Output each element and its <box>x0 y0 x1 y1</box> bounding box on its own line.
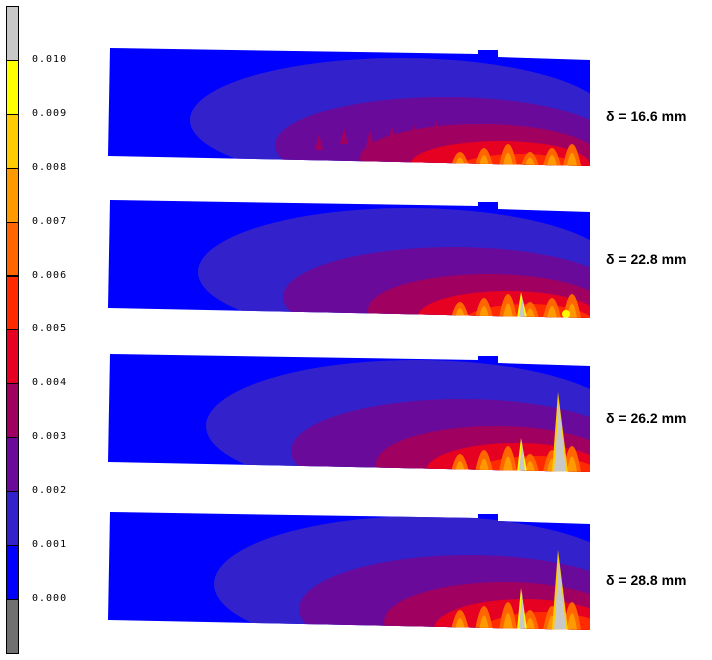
crack-flame-core <box>567 613 577 630</box>
crack-grey <box>519 296 525 318</box>
legend-tick-label: 0.010 <box>32 53 68 65</box>
small-crack <box>410 124 418 140</box>
contour-band <box>479 612 590 630</box>
crack-flame-core <box>525 461 535 472</box>
legend-tick-label: 0.007 <box>32 215 68 227</box>
strain-contours <box>190 58 590 166</box>
delta-label-3: δ = 26.2 mm <box>606 410 687 426</box>
crack-flame-core <box>479 615 489 630</box>
strain-panel-1 <box>100 40 600 180</box>
crack-flame-core <box>479 458 489 472</box>
strain-contours <box>214 516 590 630</box>
crack-flame-core <box>547 155 557 166</box>
small-crack <box>315 134 323 150</box>
crack-flame-core <box>503 303 513 318</box>
color-scale-legend: 0.010 0.009 0.008 0.007 0.006 0.005 0.004 0.003… <box>0 0 80 660</box>
legend-tick-label: 0.005 <box>32 323 68 335</box>
small-crack <box>366 130 374 146</box>
legend-color-swatch <box>6 221 19 277</box>
strain-contour-map <box>108 48 590 166</box>
crack-flame-core <box>547 306 557 318</box>
strain-contour-map <box>108 200 590 318</box>
legend-tick-label: 0.003 <box>32 431 68 443</box>
crack-grey <box>519 592 525 630</box>
delta-label-4: δ = 28.8 mm <box>606 572 687 588</box>
legend-tick-label: 0.008 <box>32 161 68 173</box>
legend-tick-label: 0.000 <box>32 592 68 604</box>
strain-contours <box>198 208 590 318</box>
legend-tick-label: 0.002 <box>32 485 68 497</box>
crack-grey <box>519 442 525 472</box>
crack-flame-core <box>503 152 513 166</box>
legend-color-swatch <box>6 113 19 169</box>
crack-flame-core <box>455 618 465 630</box>
legend-color-swatch <box>6 275 19 331</box>
legend-tick-label: 0.001 <box>32 539 68 550</box>
legend-color-swatch <box>6 598 19 654</box>
small-crack <box>432 120 440 136</box>
crack-flame-core <box>525 308 535 318</box>
legend-color-swatch <box>6 167 19 223</box>
crack-grey <box>554 402 566 472</box>
strain-contour-map <box>108 354 590 472</box>
legend-tick-label: 0.009 <box>32 107 68 119</box>
legend-color-swatch <box>6 329 19 385</box>
legend-color-swatch <box>6 437 19 493</box>
crack-flame-core <box>503 613 513 630</box>
crack-flame-core <box>567 456 577 472</box>
strain-contours <box>206 360 590 472</box>
small-crack <box>340 128 348 144</box>
strain-panel-4 <box>100 504 600 644</box>
crack-grey <box>554 560 566 630</box>
legend-color-swatch <box>6 545 19 600</box>
crack-flame-core <box>503 456 513 472</box>
crack-flame-core <box>567 152 577 166</box>
small-crack <box>388 126 396 142</box>
hotspot <box>562 310 570 318</box>
strain-panel-3 <box>100 346 600 486</box>
contour-band <box>463 304 590 318</box>
crack-flame-core <box>525 618 535 630</box>
legend-color-swatch <box>6 383 19 439</box>
delta-label-1: δ = 16.6 mm <box>606 108 687 124</box>
strain-panel-2 <box>100 192 600 332</box>
delta-label-2: δ = 22.8 mm <box>606 251 687 267</box>
legend-color-swatch <box>6 59 19 115</box>
strain-contour-map <box>108 512 590 630</box>
legend-tick-label: 0.004 <box>32 377 68 389</box>
legend-color-swatch <box>6 6 19 61</box>
crack-flame-core <box>525 157 535 166</box>
legend-tick-label: 0.006 <box>32 269 68 281</box>
crack-flame-core <box>479 155 489 166</box>
crack-flame-core <box>479 306 489 318</box>
legend-color-swatch <box>6 491 19 546</box>
